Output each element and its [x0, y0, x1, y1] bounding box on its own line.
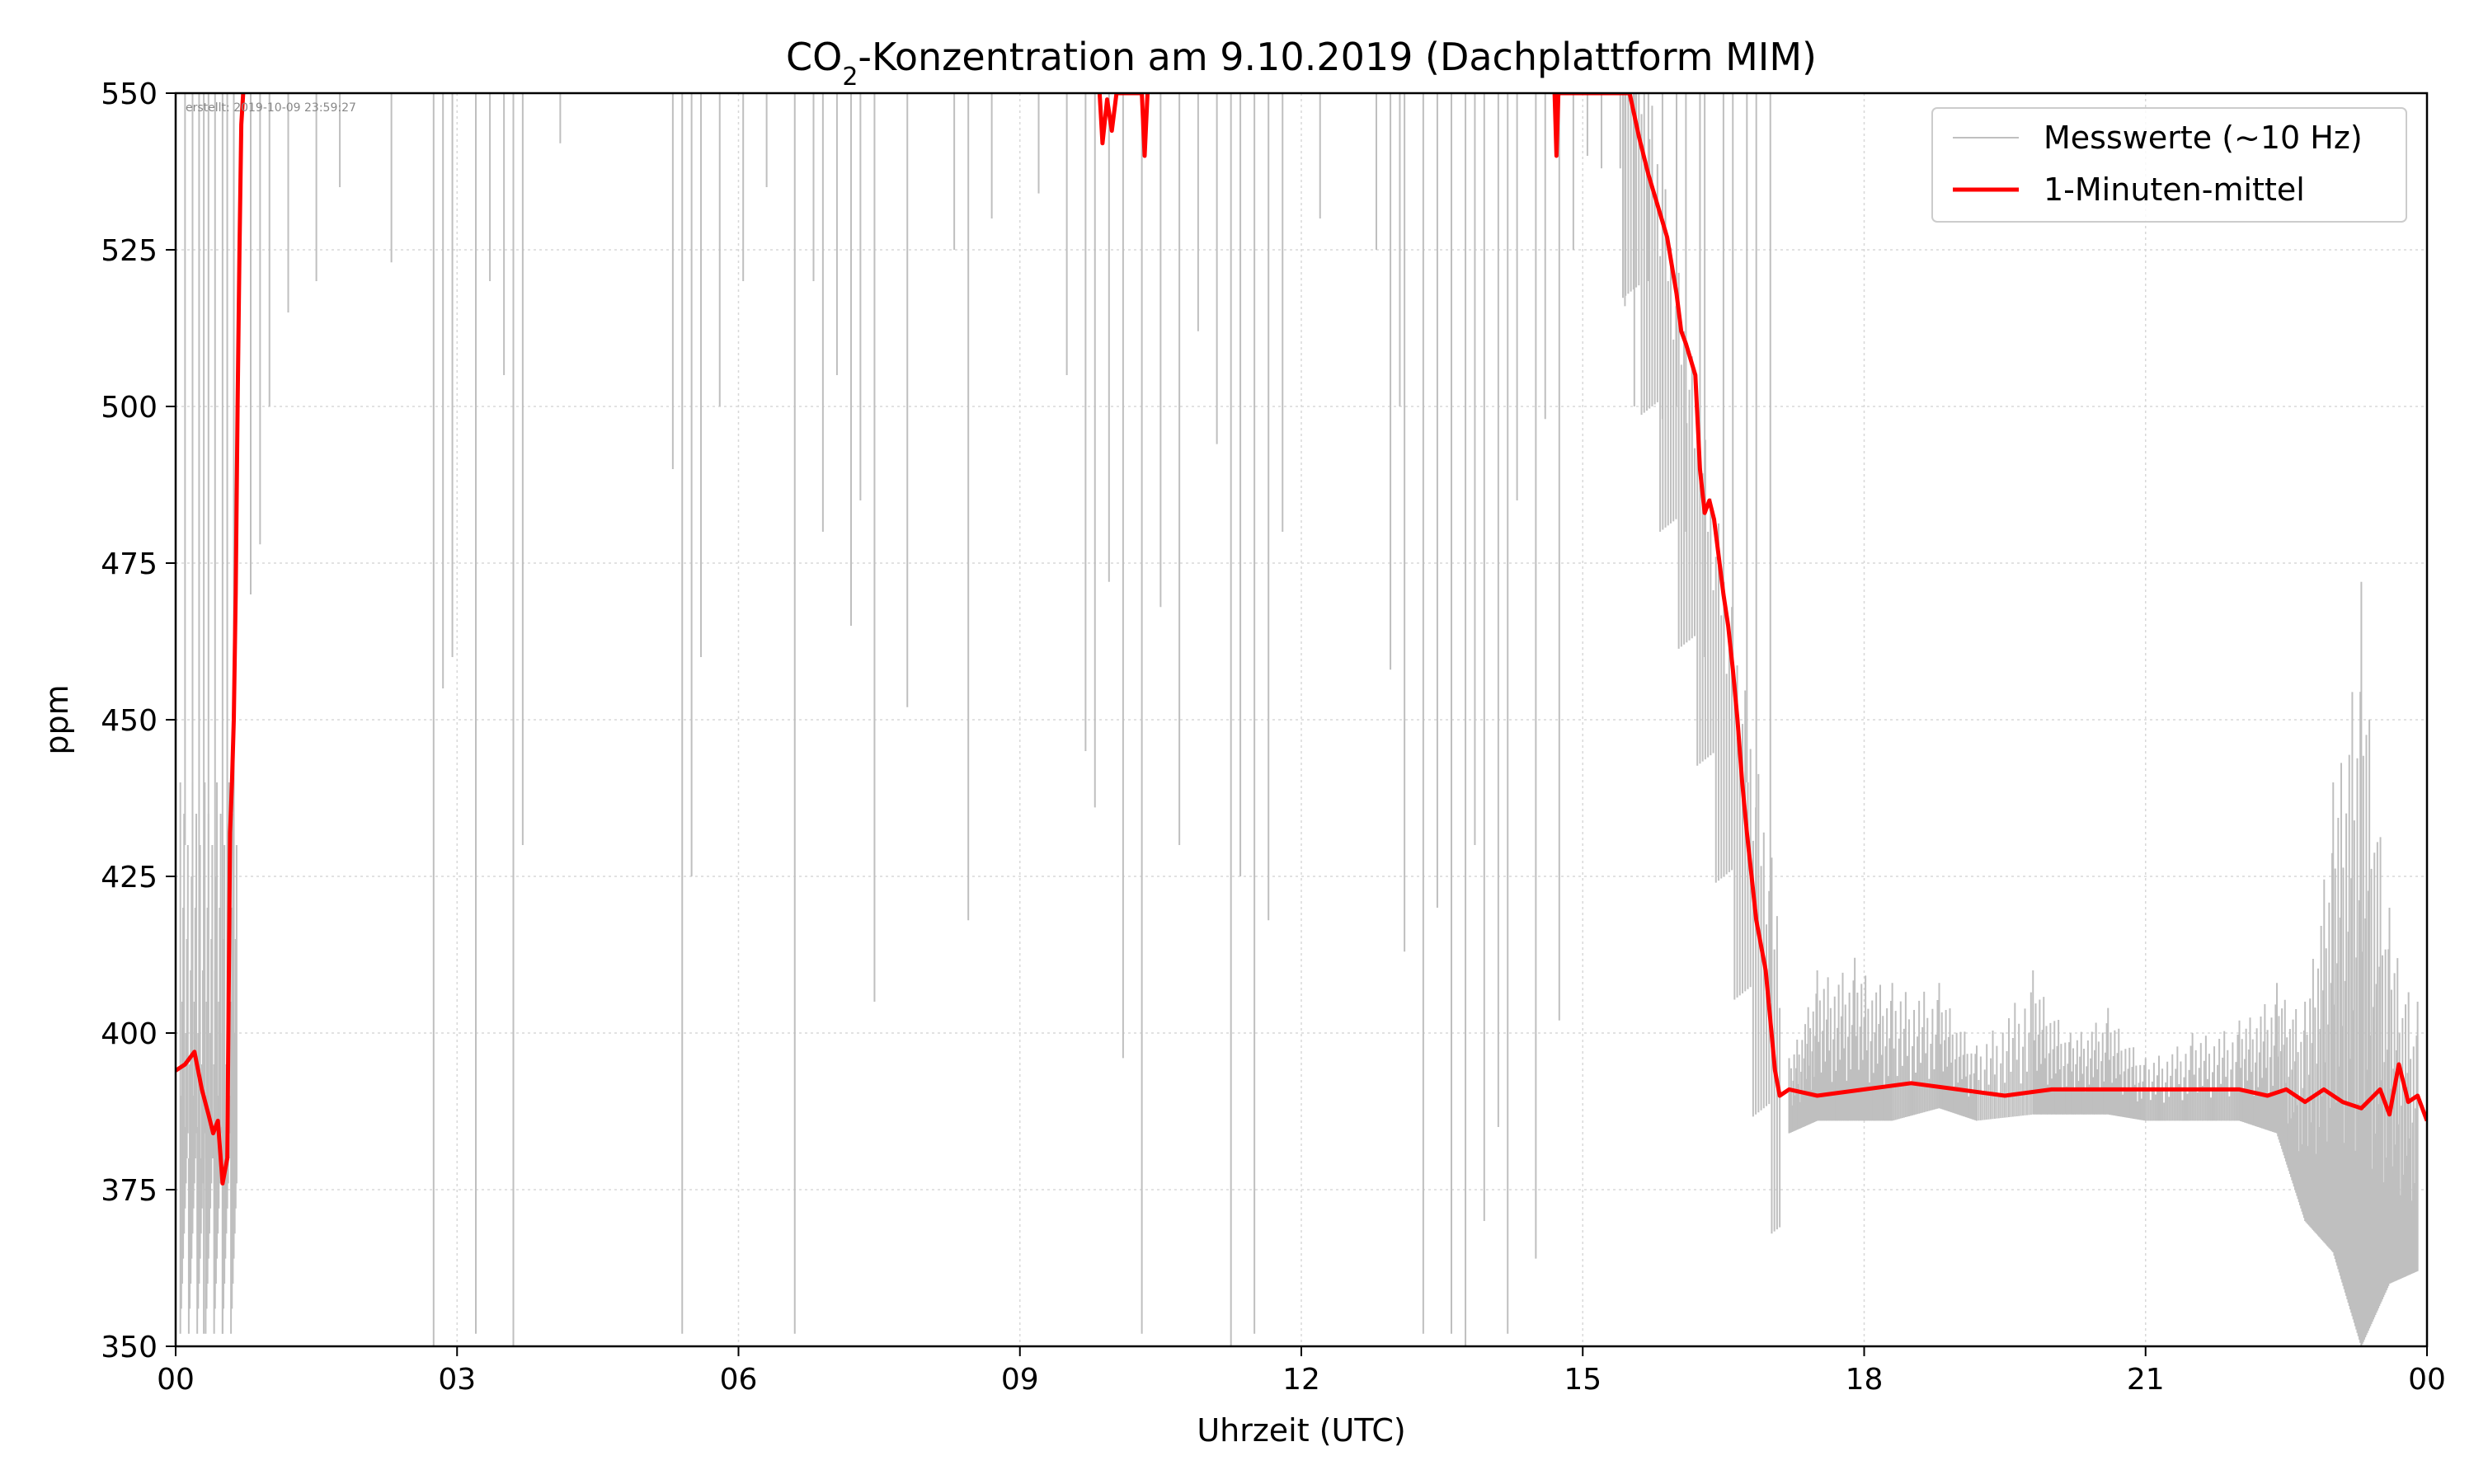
legend-label-messwerte: Messwerte (~10 Hz) — [2044, 120, 2363, 156]
x-tick-label: 21 — [2127, 1363, 2165, 1397]
legend: Messwerte (~10 Hz) 1-Minuten-mittel — [1931, 107, 2407, 223]
x-tick-label: 06 — [720, 1363, 758, 1397]
series-mittel-line — [176, 93, 246, 1186]
x-tick-label: 12 — [1282, 1363, 1320, 1397]
data-layer — [176, 93, 2427, 1346]
legend-label-mittel: 1-Minuten-mittel — [2044, 171, 2305, 208]
title-subscript: 2 — [842, 63, 858, 92]
series-mittel-line — [1097, 93, 1150, 158]
y-tick-label: 450 — [101, 704, 158, 738]
y-tick-label: 425 — [101, 861, 158, 895]
y-axis-label: ppm — [39, 684, 75, 754]
grid-layer — [175, 92, 2428, 1347]
x-tick-label: 00 — [2408, 1363, 2446, 1397]
title-rest: -Konzentration am 9.10.2019 (Dachplattfo… — [858, 35, 1817, 79]
y-tick-label: 500 — [101, 391, 158, 425]
series-mittel-line — [1552, 93, 2427, 1122]
x-tick-label: 18 — [1846, 1363, 1884, 1397]
y-tick-label: 475 — [101, 547, 158, 581]
creation-stamp: erstellt: 2019-10-09 23:59:27 — [186, 101, 356, 115]
x-axis-label: Uhrzeit (UTC) — [1197, 1412, 1405, 1449]
y-tick-label: 350 — [101, 1331, 158, 1364]
x-tick-label: 09 — [1001, 1363, 1039, 1397]
y-tick-label: 525 — [101, 234, 158, 268]
title-main: CO — [786, 35, 842, 79]
x-tick-label: 00 — [157, 1363, 195, 1397]
tick-layer: 00 03 06 09 12 15 18 21 003503754004254504755005… — [101, 77, 2446, 1397]
y-tick-label: 550 — [101, 77, 158, 111]
x-tick-label: 03 — [438, 1363, 476, 1397]
y-tick-label: 400 — [101, 1017, 158, 1051]
legend-box — [1931, 107, 2407, 223]
x-tick-label: 15 — [1564, 1363, 1602, 1397]
y-tick-label: 375 — [101, 1174, 158, 1208]
chart-title: CO2-Konzentration am 9.10.2019 (Dachplat… — [786, 35, 1817, 92]
